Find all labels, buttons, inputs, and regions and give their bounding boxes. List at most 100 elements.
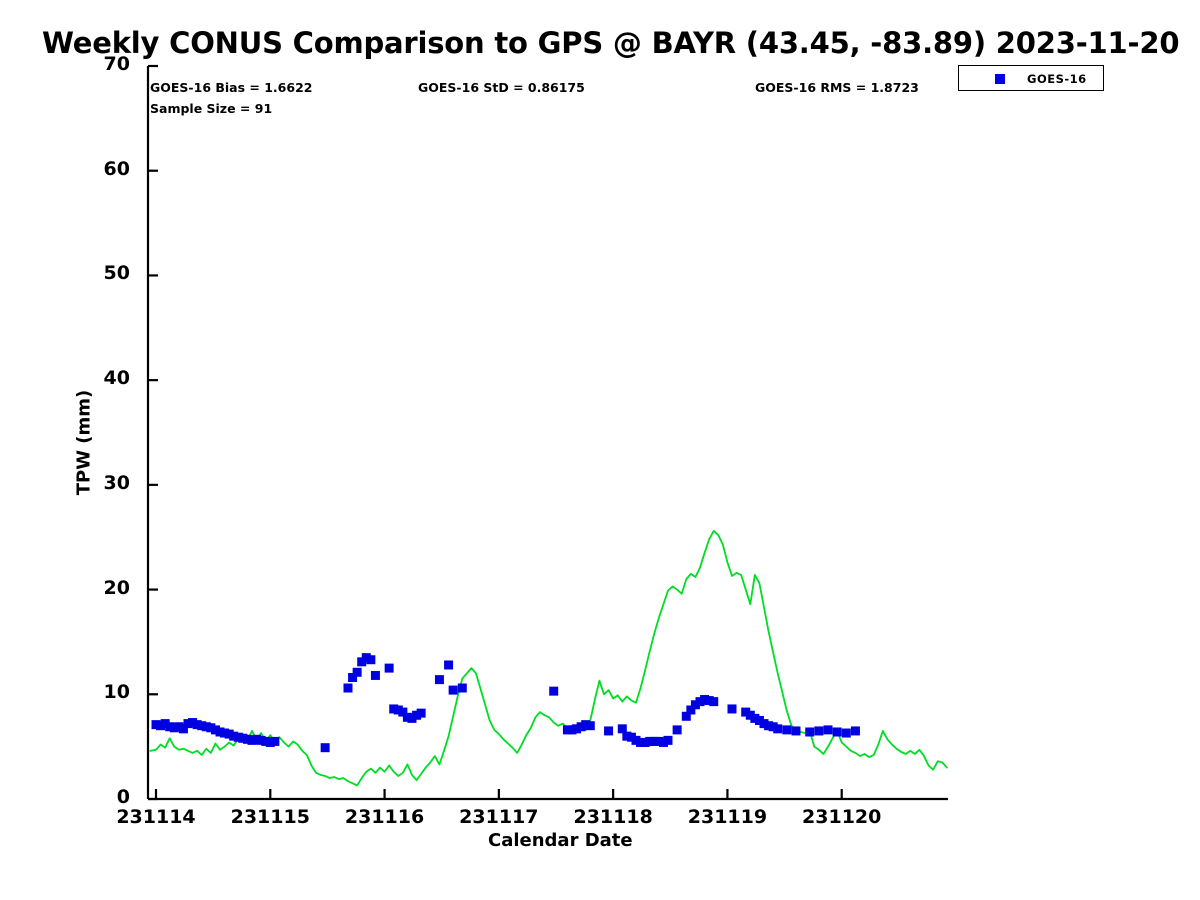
data-point bbox=[178, 724, 188, 734]
data-point bbox=[457, 683, 467, 693]
data-point bbox=[663, 735, 673, 745]
data-point bbox=[805, 727, 815, 737]
data-point bbox=[576, 722, 586, 732]
data-point bbox=[270, 736, 280, 746]
data-point bbox=[649, 736, 659, 746]
data-point bbox=[709, 697, 719, 707]
data-point bbox=[444, 660, 454, 670]
data-point bbox=[348, 673, 358, 683]
data-point bbox=[188, 718, 198, 728]
y-tick-label: 20 bbox=[103, 576, 130, 599]
data-point bbox=[366, 655, 376, 665]
data-point bbox=[174, 722, 184, 732]
data-point bbox=[645, 736, 655, 746]
data-point bbox=[764, 721, 774, 731]
axes-group bbox=[146, 64, 948, 801]
data-point bbox=[658, 737, 668, 747]
data-point bbox=[370, 670, 380, 680]
data-point bbox=[252, 734, 262, 744]
data-point bbox=[352, 667, 362, 677]
y-tick-label: 40 bbox=[103, 367, 130, 390]
data-point bbox=[604, 726, 614, 736]
data-point bbox=[585, 721, 595, 731]
data-point bbox=[210, 725, 220, 735]
data-point bbox=[224, 729, 234, 739]
data-point bbox=[215, 727, 225, 737]
data-point bbox=[160, 719, 170, 729]
x-axis-label: Calendar Date bbox=[488, 830, 633, 851]
data-point bbox=[745, 710, 755, 720]
data-point bbox=[343, 683, 353, 693]
data-point bbox=[759, 719, 769, 729]
data-point bbox=[690, 700, 700, 710]
x-tick-label: 231114 bbox=[116, 806, 196, 828]
data-point bbox=[434, 675, 444, 685]
data-point bbox=[156, 721, 166, 731]
data-point bbox=[220, 728, 230, 738]
legend-label-goes16: GOES-16 bbox=[1027, 72, 1087, 86]
data-point bbox=[654, 736, 664, 746]
x-tick-label: 231115 bbox=[230, 806, 310, 828]
data-point bbox=[636, 737, 646, 747]
data-point bbox=[823, 725, 833, 735]
stat-bias-text: GOES-16 Bias = 1.6622 bbox=[150, 80, 313, 95]
data-point bbox=[197, 721, 207, 731]
data-point bbox=[567, 725, 577, 735]
data-point bbox=[741, 707, 751, 717]
series-line-gps bbox=[149, 530, 948, 787]
y-tick-label: 30 bbox=[103, 471, 130, 494]
y-tick-label: 0 bbox=[116, 786, 130, 808]
data-point bbox=[398, 707, 408, 717]
data-point bbox=[416, 708, 426, 718]
x-tick-label: 231117 bbox=[459, 806, 539, 828]
data-point bbox=[640, 737, 650, 747]
data-point bbox=[773, 724, 783, 734]
data-point bbox=[754, 715, 764, 725]
data-point bbox=[448, 685, 458, 695]
data-point bbox=[814, 726, 824, 736]
data-point bbox=[320, 743, 330, 753]
stat-rms-text: GOES-16 RMS = 1.8723 bbox=[755, 80, 919, 95]
y-tick-label: 60 bbox=[103, 157, 130, 180]
data-point bbox=[361, 653, 371, 663]
data-point bbox=[750, 713, 760, 723]
data-point bbox=[572, 724, 582, 734]
stat-std-text: GOES-16 StD = 0.86175 bbox=[418, 80, 585, 95]
legend-swatch-goes16-icon bbox=[995, 74, 1005, 84]
y-tick-label: 10 bbox=[103, 681, 130, 704]
data-point bbox=[407, 713, 417, 723]
data-point bbox=[704, 696, 714, 706]
data-point bbox=[229, 731, 239, 741]
data-point bbox=[183, 719, 193, 729]
data-point bbox=[206, 723, 216, 733]
data-point bbox=[169, 723, 179, 733]
data-point bbox=[850, 726, 860, 736]
data-point bbox=[393, 705, 403, 715]
data-point bbox=[238, 733, 248, 743]
data-point bbox=[151, 720, 161, 730]
series-group bbox=[149, 530, 948, 787]
data-point bbox=[549, 686, 559, 696]
data-point bbox=[384, 663, 394, 673]
data-point bbox=[681, 711, 691, 721]
data-point bbox=[242, 734, 252, 744]
chart-legend: GOES-16 bbox=[958, 65, 1104, 91]
data-point bbox=[256, 735, 266, 745]
data-point bbox=[562, 725, 572, 735]
data-point bbox=[768, 722, 778, 732]
data-point bbox=[700, 695, 710, 705]
chart-title: Weekly CONUS Comparison to GPS @ BAYR (4… bbox=[42, 26, 1180, 60]
data-point bbox=[631, 735, 641, 745]
data-point bbox=[626, 732, 636, 742]
x-tick-label: 231119 bbox=[687, 806, 768, 828]
data-point bbox=[261, 736, 271, 746]
y-tick-label: 70 bbox=[103, 53, 130, 75]
series-points-goes-16 bbox=[151, 653, 860, 753]
x-tick-label: 231118 bbox=[573, 806, 653, 828]
data-point bbox=[695, 697, 705, 707]
data-point bbox=[791, 726, 801, 736]
data-point bbox=[402, 712, 412, 722]
data-point bbox=[727, 704, 737, 714]
